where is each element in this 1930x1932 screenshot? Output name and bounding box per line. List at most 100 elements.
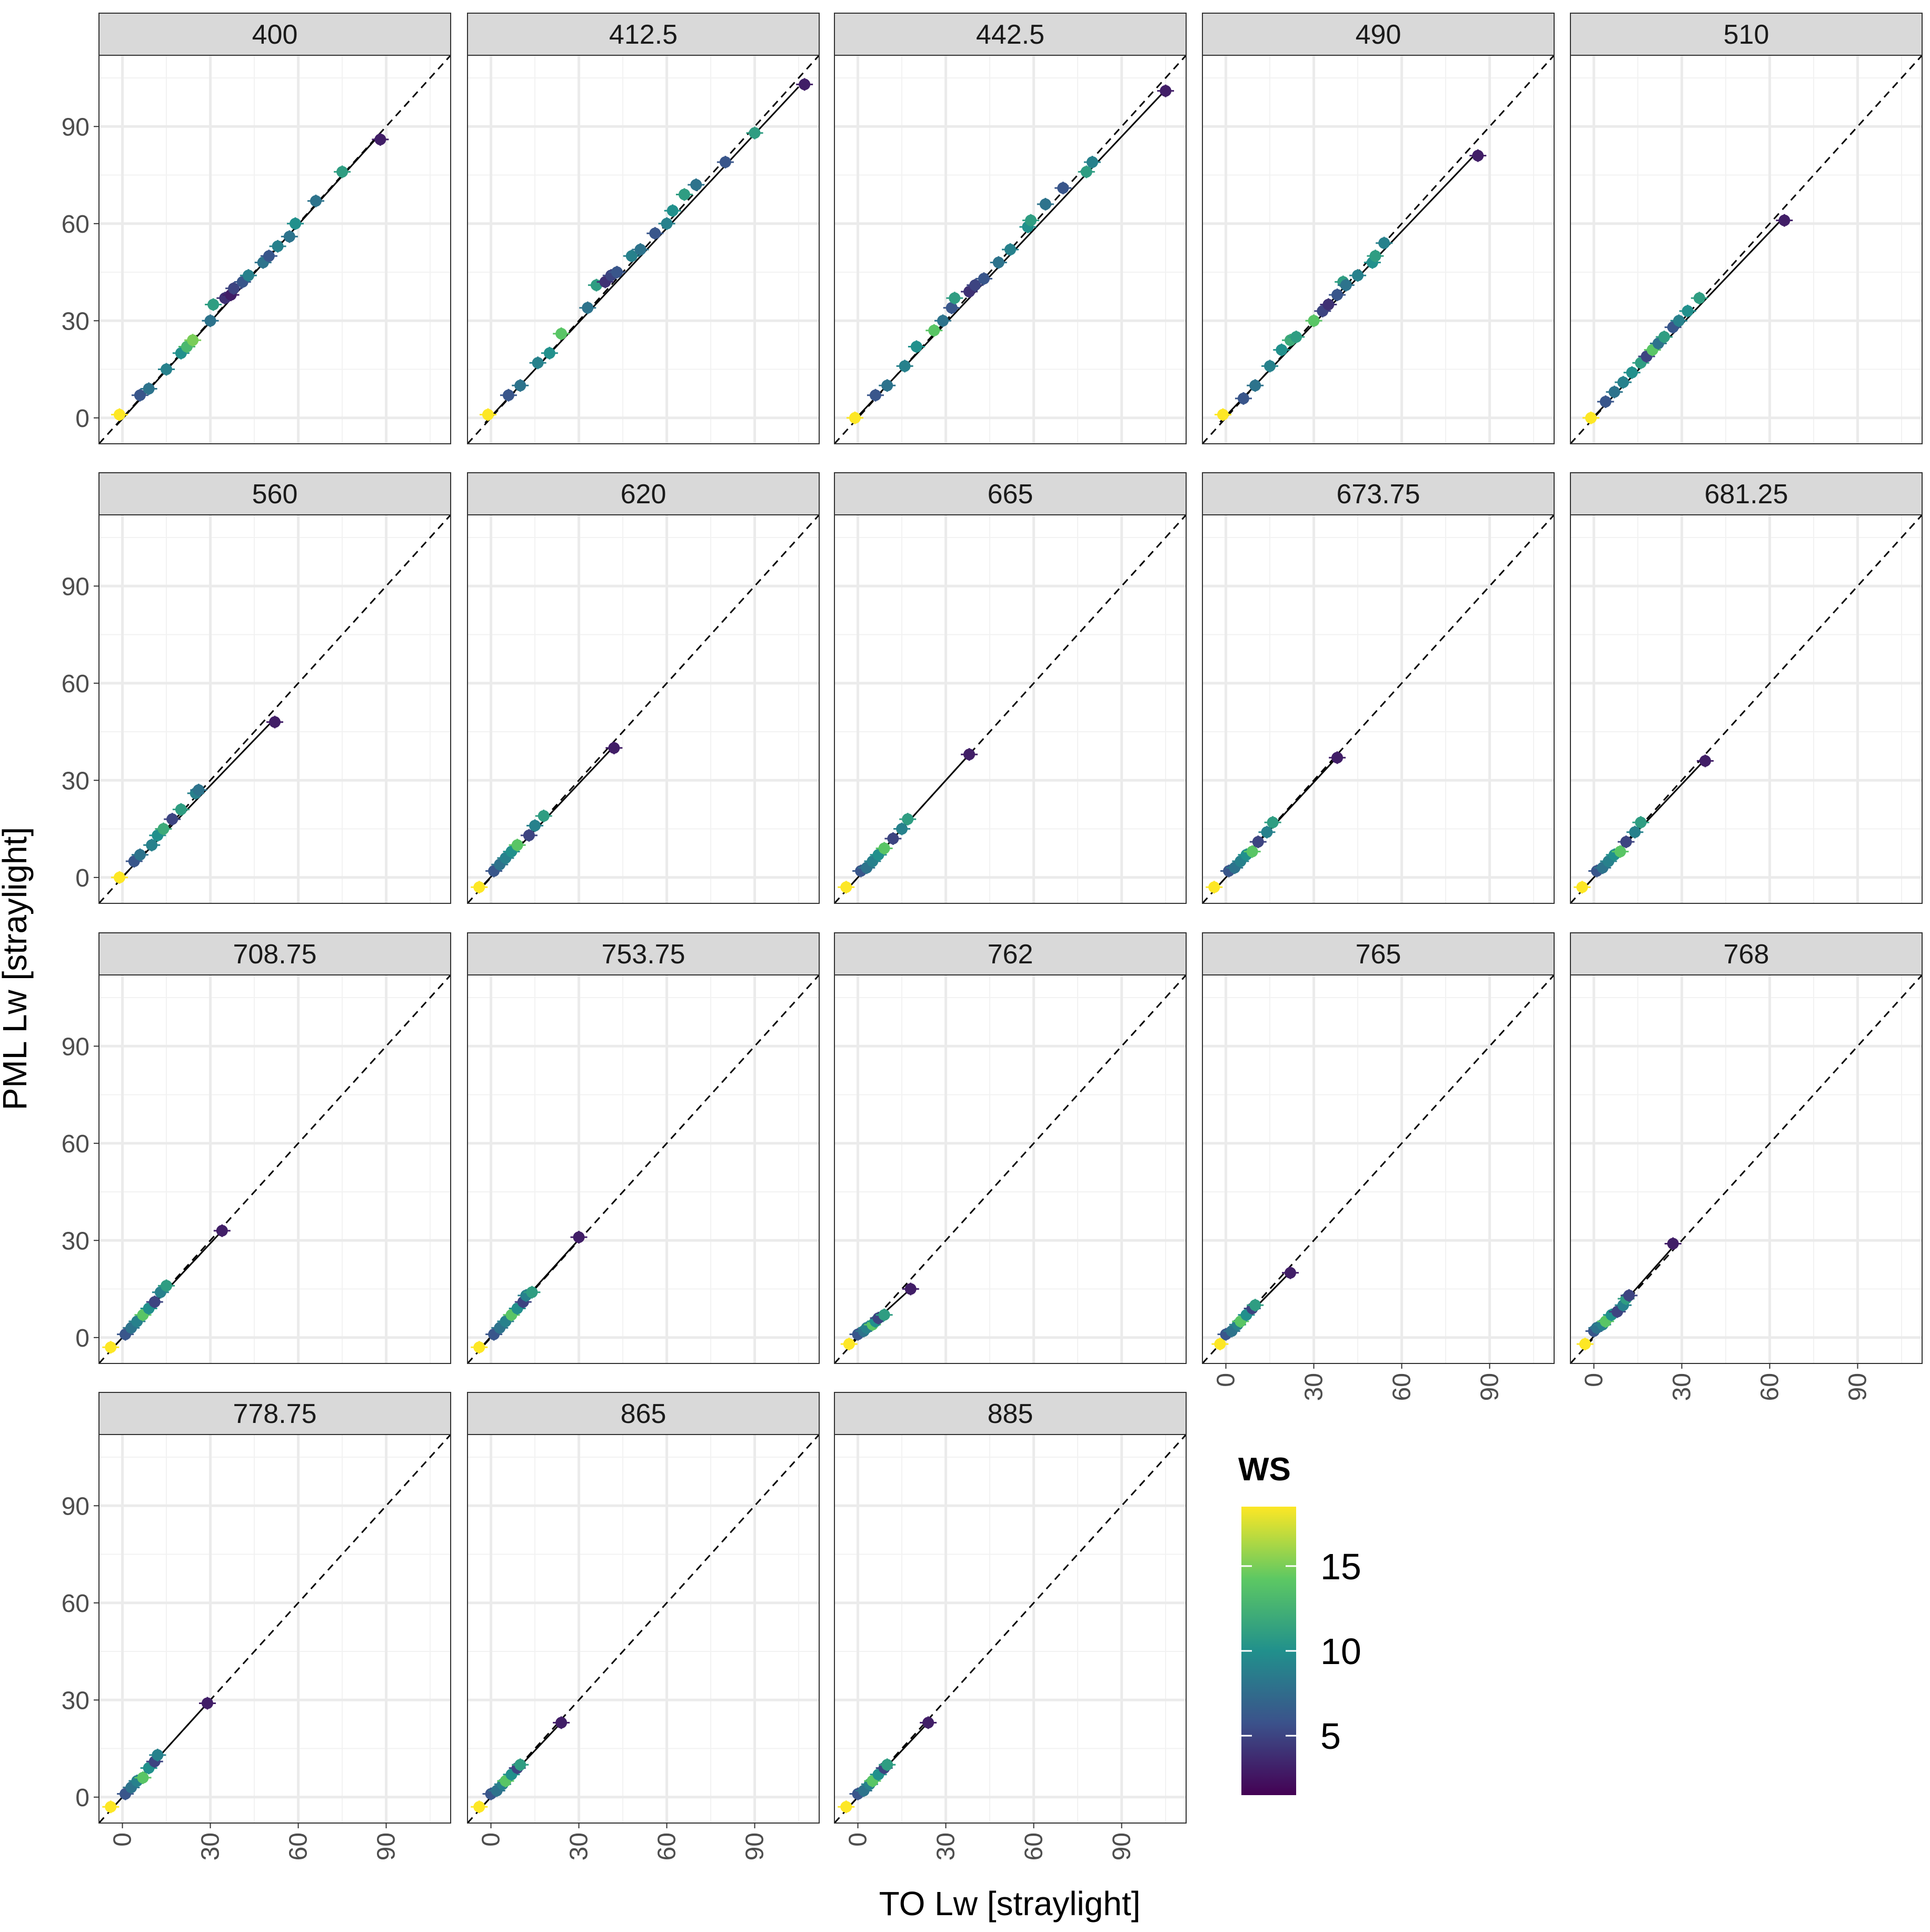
one-to-one-line: [1569, 514, 1923, 904]
data-point: [523, 829, 535, 841]
data-point: [1264, 360, 1276, 372]
facet-panel: 885 0 30 60 90: [833, 1392, 1187, 1860]
data-point: [899, 360, 911, 372]
facet-panel: 673.75: [1201, 472, 1555, 904]
data-point: [1267, 816, 1279, 829]
facet-label: 885: [988, 1399, 1033, 1429]
data-point: [849, 412, 861, 424]
data-point: [840, 1801, 852, 1813]
x-tick-label: 30: [197, 1833, 225, 1860]
y-tick-label: 0: [75, 405, 89, 433]
data-point: [634, 244, 646, 255]
data-point: [1658, 331, 1670, 343]
facet-label: 681.25: [1704, 479, 1788, 510]
y-tick-label: 60: [62, 1590, 89, 1618]
one-to-one-line: [466, 974, 820, 1365]
facet-panel: 620: [466, 472, 820, 904]
one-to-one-line: [466, 54, 820, 445]
panel-border: [467, 514, 820, 904]
panel-border: [1202, 55, 1555, 444]
data-point: [881, 1759, 893, 1771]
data-point: [869, 389, 881, 401]
data-point: [529, 820, 541, 832]
data-point: [374, 133, 386, 145]
data-point: [538, 810, 550, 822]
data-point: [555, 1717, 568, 1729]
data-point: [157, 823, 170, 835]
data-point: [946, 302, 958, 314]
data-point: [1682, 305, 1694, 317]
x-tick-label: 60: [653, 1833, 681, 1860]
one-to-one-line: [1201, 514, 1555, 904]
one-to-one-line: [833, 974, 1187, 1365]
x-tick-label: 30: [932, 1833, 960, 1860]
data-point: [166, 813, 178, 825]
data-point: [1252, 836, 1264, 848]
data-point: [1778, 214, 1790, 226]
data-point: [937, 315, 949, 327]
one-to-one-line: [98, 974, 452, 1365]
facet-panel: 442.5: [833, 13, 1187, 445]
one-to-one-line: [1569, 54, 1923, 445]
data-point: [878, 1309, 890, 1321]
one-to-one-line: [98, 514, 452, 904]
facet-panel: 765 0 30 60 90: [1201, 932, 1555, 1401]
data-point: [678, 188, 690, 201]
data-point: [1585, 412, 1597, 424]
data-point: [910, 341, 922, 353]
x-tick-label: 0: [477, 1833, 505, 1847]
legend-tick-label: 5: [1320, 1716, 1341, 1757]
x-tick-label: 90: [741, 1833, 769, 1860]
data-point: [969, 279, 981, 291]
facet-panel: 865 0 30 60 90: [466, 1392, 820, 1860]
data-point: [1579, 1338, 1591, 1350]
facet-panel: 490: [1201, 13, 1555, 445]
data-point: [1322, 298, 1335, 311]
data-point: [228, 282, 240, 294]
data-point: [573, 1231, 585, 1243]
facet-panel: 510: [1569, 13, 1923, 445]
data-point: [1024, 214, 1037, 226]
facet-panel: 681.25: [1569, 472, 1923, 904]
data-point: [134, 849, 146, 861]
data-point: [799, 78, 811, 91]
data-point: [526, 1286, 538, 1298]
facet-label: 762: [988, 939, 1033, 970]
facet-panel: 753.75: [466, 932, 820, 1365]
facet-strip: [1202, 932, 1555, 975]
data-point: [473, 1341, 485, 1353]
x-tick-label: 0: [844, 1833, 872, 1847]
color-legend: WS 5 10 15: [1238, 1451, 1361, 1795]
one-to-one-line: [98, 1433, 452, 1824]
data-point: [502, 389, 514, 401]
facet-panel: 412.5: [466, 13, 820, 445]
x-tick-label: 90: [373, 1833, 401, 1860]
facet-strip: [1202, 13, 1555, 56]
data-point: [666, 205, 679, 217]
one-to-one-line: [1201, 54, 1555, 445]
y-tick-label: 30: [62, 767, 89, 795]
data-point: [928, 324, 940, 336]
one-to-one-line: [833, 1433, 1187, 1824]
data-point: [843, 1338, 855, 1350]
x-tick-label: 30: [1668, 1373, 1696, 1401]
facet-label: 673.75: [1336, 479, 1420, 510]
data-point: [1208, 881, 1220, 893]
data-point: [514, 1759, 526, 1771]
data-point: [1290, 331, 1302, 343]
data-point: [511, 839, 523, 851]
data-point: [1629, 826, 1641, 838]
data-point: [310, 195, 322, 207]
data-point: [1693, 292, 1705, 304]
facet-strip: [834, 13, 1187, 56]
data-point: [105, 1341, 117, 1353]
data-point: [608, 742, 620, 754]
facet-strip: [834, 472, 1187, 515]
panel-border: [98, 55, 451, 444]
facet-label: 400: [252, 19, 298, 50]
data-point: [661, 217, 673, 230]
data-point: [1057, 182, 1069, 194]
data-point: [473, 881, 485, 893]
